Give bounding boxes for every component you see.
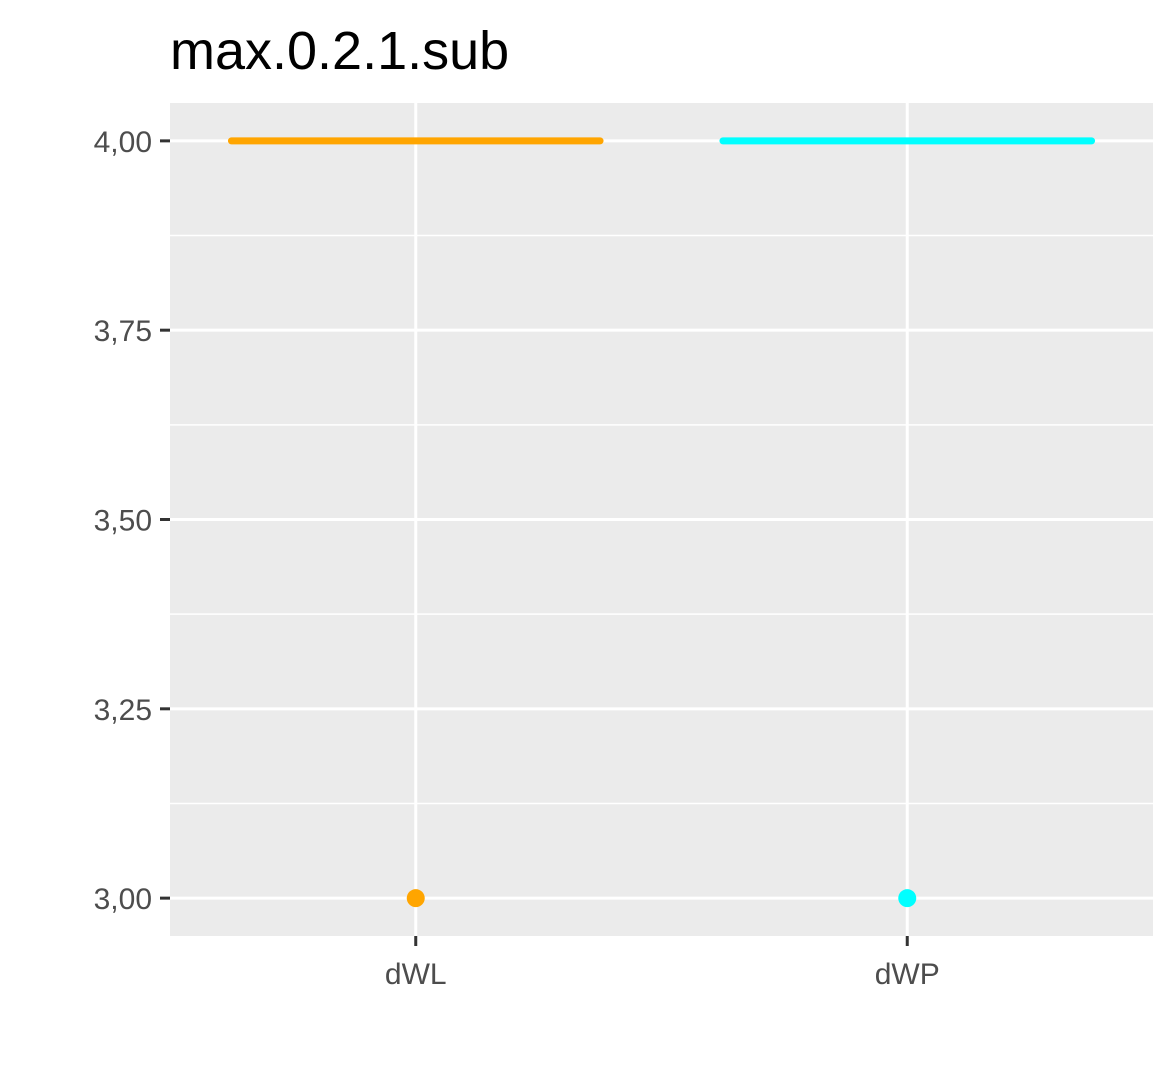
y-tick-label: 4,00 [94,126,152,159]
minor-gridlines [170,234,1153,805]
x-axis: dWL dWP [385,936,940,991]
data-marks [227,137,1096,908]
y-tick-label: 3,00 [94,883,152,916]
y-axis: 3,00 3,25 3,50 3,75 4,00 [94,126,170,916]
outlier-point-dWP [898,889,917,908]
x-tick-label: dWP [875,958,940,991]
outlier-point-dWL [406,889,425,908]
y-tick-label: 3,25 [94,694,152,727]
x-tick-label: dWL [385,958,447,991]
y-tick-label: 3,50 [94,505,152,538]
chart-title: max.0.2.1.sub [170,21,509,81]
y-tick-label: 3,75 [94,315,152,348]
